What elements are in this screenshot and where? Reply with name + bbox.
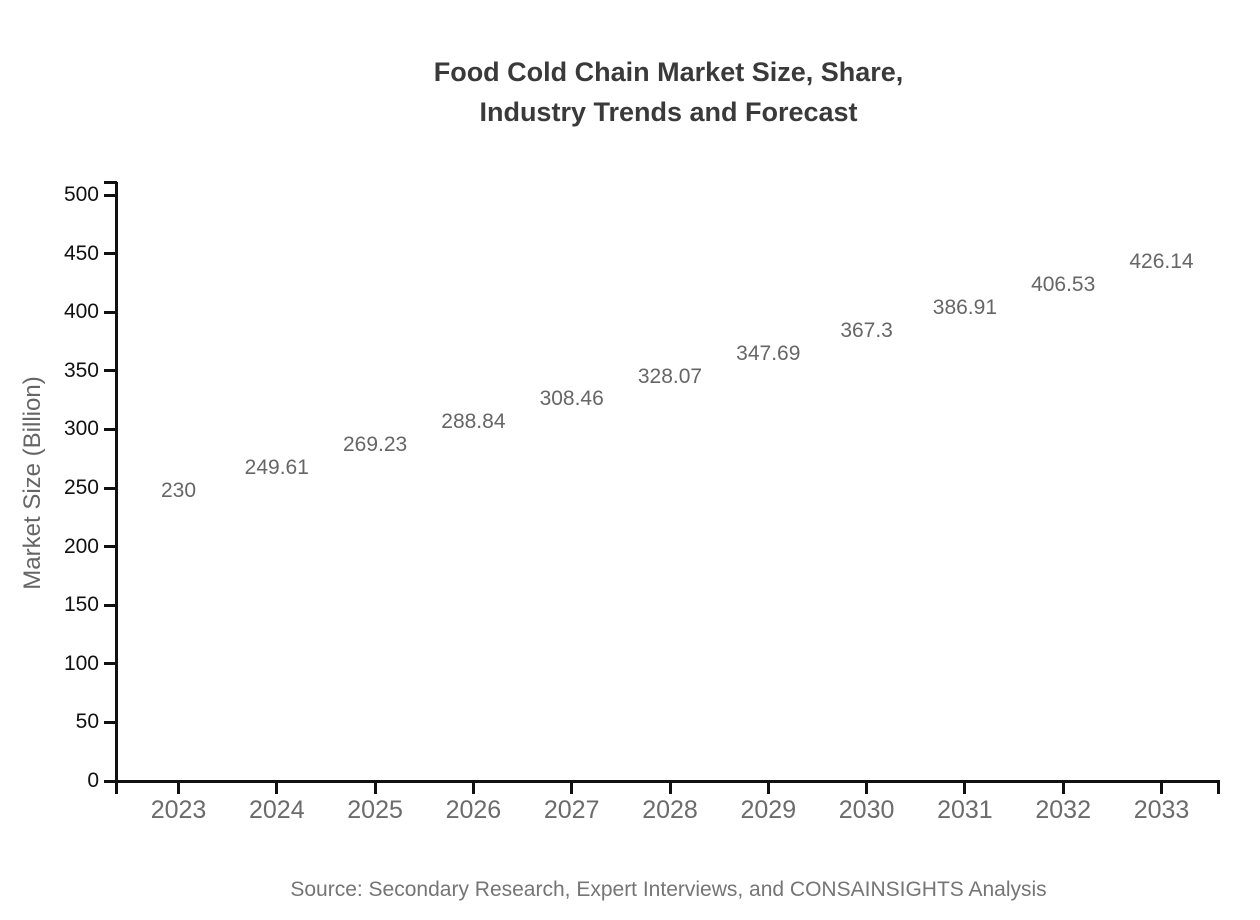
bar (925, 328, 1004, 781)
bar-value-label: 367.3 (840, 318, 893, 342)
bar-value-label: 386.91 (932, 295, 997, 319)
bar (1024, 305, 1103, 781)
bar-value-label: 230 (160, 479, 197, 503)
bar (827, 351, 906, 781)
bar (1122, 282, 1201, 781)
y-tick-label: 400 (63, 300, 99, 324)
y-tick (104, 545, 117, 549)
bar (631, 397, 710, 781)
x-tick-label: 2033 (1133, 796, 1190, 824)
bar-value-label: 406.53 (1031, 272, 1096, 296)
chart-title-line1: Food Cold Chain Market Size, Share, (433, 57, 904, 87)
bar (729, 374, 808, 781)
x-tick (766, 781, 770, 794)
chart-title-line2: Industry Trends and Forecast (479, 97, 858, 127)
y-tick (104, 369, 117, 373)
x-tick-label: 2023 (150, 796, 207, 824)
y-tick-label: 150 (63, 593, 99, 617)
bar-value-label: 328.07 (637, 364, 703, 388)
y-tick-label: 50 (75, 710, 99, 734)
y-tick (104, 310, 117, 314)
y-tick (104, 603, 117, 607)
y-tick-label: 450 (63, 241, 99, 265)
x-tick (668, 781, 672, 794)
x-tick-label: 2031 (937, 796, 993, 824)
y-tick-label: 100 (63, 651, 99, 675)
x-tick-label: 2027 (543, 796, 600, 824)
bar-value-label: 249.61 (244, 456, 309, 480)
y-tick (104, 720, 117, 724)
bar-value-label: 426.14 (1129, 249, 1194, 273)
bar-value-label: 269.23 (342, 433, 408, 457)
y-tick (104, 427, 117, 431)
chart-title: Food Cold Chain Market Size, Share, Indu… (117, 52, 1220, 132)
x-tick-label: 2025 (347, 796, 403, 824)
x-tick-label: 2032 (1035, 796, 1091, 824)
bar (532, 419, 611, 781)
x-tick (275, 781, 279, 794)
bar (434, 442, 513, 781)
bar-value-label: 288.84 (441, 410, 506, 434)
y-tick (104, 779, 117, 783)
x-tick-label: 2024 (248, 796, 305, 824)
y-tick-label: 300 (63, 417, 99, 441)
x-tick (471, 781, 475, 794)
x-tick (1061, 781, 1065, 794)
source-note: Source: Secondary Research, Expert Inter… (290, 878, 1047, 901)
x-tick (865, 781, 869, 794)
y-tick-label: 200 (63, 534, 99, 558)
y-tick-label: 500 (63, 183, 99, 206)
x-tick-label: 2028 (642, 796, 698, 824)
y-tick (104, 486, 117, 490)
x-tick (1160, 781, 1163, 794)
x-axis-line (104, 779, 1220, 783)
y-tick (104, 662, 117, 666)
y-tick-label: 250 (63, 476, 99, 499)
y-tick (104, 252, 117, 256)
x-tick-label: 2030 (838, 796, 895, 824)
y-axis-endcap-tick (104, 181, 117, 184)
x-tick-label: 2029 (740, 796, 797, 824)
x-tick (177, 781, 180, 794)
y-tick (104, 193, 117, 197)
x-tick (963, 781, 967, 794)
x-tick (373, 781, 377, 794)
bar (237, 488, 316, 781)
bar (139, 511, 218, 781)
x-tick (570, 781, 574, 794)
bar (336, 465, 415, 781)
x-tick-label: 2026 (445, 796, 502, 824)
y-tick-label: 0 (87, 769, 99, 792)
bar-value-label: 347.69 (736, 341, 801, 365)
x-axis-endcap-tick (1217, 781, 1220, 794)
y-tick-label: 350 (63, 358, 99, 382)
bar-value-label: 308.46 (539, 387, 604, 411)
